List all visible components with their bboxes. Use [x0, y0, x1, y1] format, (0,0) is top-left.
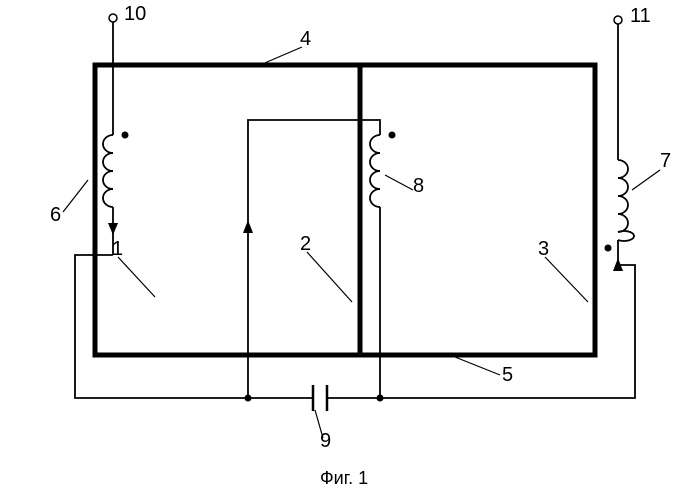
coil-7-icon	[605, 160, 635, 252]
leader-3	[545, 257, 588, 302]
label-10: 10	[124, 3, 146, 26]
leader-6	[63, 180, 88, 212]
label-3: 3	[538, 238, 549, 261]
leader-1	[118, 257, 155, 297]
arrow-inner-up-icon	[243, 220, 253, 233]
leader-5	[450, 355, 500, 375]
coil-8-icon	[370, 132, 396, 208]
leader-8	[385, 175, 413, 190]
label-6: 6	[50, 204, 61, 227]
arrow-left-down-icon	[108, 223, 118, 235]
terminal-10	[109, 14, 117, 22]
label-8: 8	[413, 175, 424, 198]
label-1: 1	[112, 238, 123, 261]
wire-left-outer	[75, 255, 248, 398]
coil-6-icon	[103, 132, 129, 208]
capacitor-icon	[313, 385, 327, 411]
label-2: 2	[300, 233, 311, 256]
leader-4	[260, 47, 302, 65]
core-outer	[95, 65, 595, 355]
leader-2	[307, 252, 352, 302]
label-5: 5	[502, 364, 513, 387]
label-11: 11	[630, 5, 651, 28]
label-9: 9	[320, 430, 331, 453]
terminal-11	[614, 16, 622, 24]
figure-caption: Фиг. 1	[320, 468, 368, 489]
label-4: 4	[300, 28, 311, 51]
label-7: 7	[660, 150, 671, 173]
leader-7	[632, 170, 660, 190]
